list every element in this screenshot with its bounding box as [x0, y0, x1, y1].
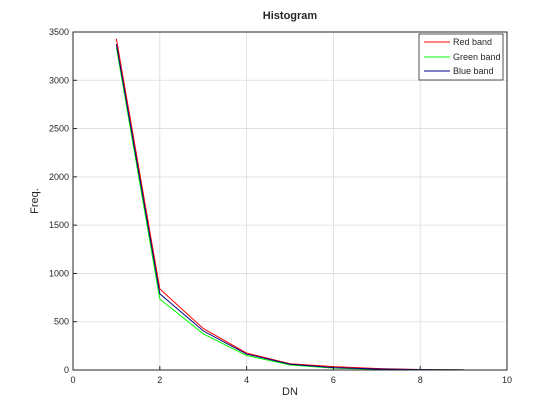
x-tick-label: 10: [502, 375, 512, 385]
y-tick-label: 500: [54, 317, 69, 327]
x-tick-label: 2: [157, 375, 162, 385]
legend-label-green-band: Green band: [453, 52, 501, 62]
y-tick-label: 2500: [49, 124, 69, 134]
legend: Red band Green band Blue band: [418, 33, 504, 81]
ticks: 0 2 4 6 8 10 0 500 1000 1500 2000 2500 3000 3500: [49, 27, 512, 385]
y-axis-label: Freq.: [29, 188, 41, 214]
x-tick-label: 8: [418, 375, 423, 385]
y-tick-label: 1500: [49, 220, 69, 230]
y-tick-label: 3000: [49, 75, 69, 85]
plot-area: [73, 32, 507, 370]
x-tick-label: 6: [331, 375, 336, 385]
chart-title: Histogram: [263, 10, 318, 22]
legend-label-red-band: Red band: [453, 37, 492, 47]
x-axis-label: DN: [282, 386, 298, 398]
series-line-blue-band: [115, 43, 464, 371]
y-tick-label: 1000: [49, 268, 69, 278]
y-tick-label: 0: [64, 365, 69, 375]
y-tick-label: 3500: [49, 27, 69, 37]
x-tick-label: 0: [70, 375, 75, 385]
x-tick-label: 4: [244, 375, 249, 385]
plot-frame: [72, 31, 508, 371]
y-tick-label: 2000: [49, 172, 69, 182]
legend-label-blue-band: Blue band: [453, 66, 494, 76]
